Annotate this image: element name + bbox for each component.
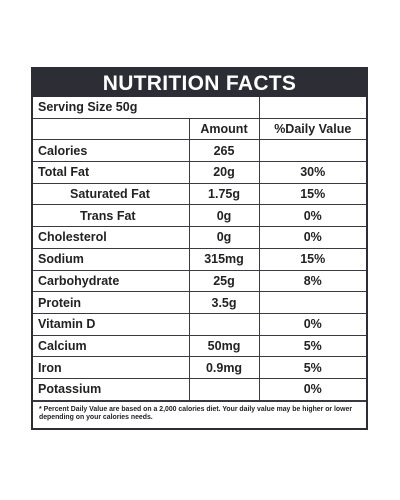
daily-value: 15% xyxy=(258,182,366,206)
nutrient-row: Sodium 315mg 15% xyxy=(33,247,366,271)
nutrient-name: Trans Fat xyxy=(33,204,190,228)
nutrient-row: Calcium 50mg 5% xyxy=(33,334,366,358)
amount: 265 xyxy=(188,139,260,163)
daily-value: 0% xyxy=(258,312,366,336)
amount: 315mg xyxy=(188,247,260,271)
daily-value: 0% xyxy=(258,226,366,249)
empty-cell xyxy=(258,139,366,163)
daily-value: 30% xyxy=(258,161,366,184)
footnote: * Percent Daily Value are based on a 2,0… xyxy=(33,400,366,428)
daily-value: 5% xyxy=(258,356,366,379)
nutrient-name: Iron xyxy=(33,356,190,379)
amount: 20g xyxy=(188,161,260,184)
amount: 0g xyxy=(188,226,260,249)
nutrient-row: Trans Fat 0g 0% xyxy=(33,204,366,228)
daily-value: 0% xyxy=(258,377,366,401)
empty-cell xyxy=(33,117,190,141)
nutrient-name: Carbohydrate xyxy=(33,269,190,293)
nutrient-row: Calories 265 xyxy=(33,139,366,163)
amount: 50mg xyxy=(188,334,260,358)
empty-cell xyxy=(258,291,366,314)
nutrient-row: Iron 0.9mg 5% xyxy=(33,356,366,379)
nutrient-row: Saturated Fat 1.75g 15% xyxy=(33,182,366,206)
nutrient-name: Calories xyxy=(33,139,190,163)
nutrient-name: Potassium xyxy=(33,377,190,401)
title: NUTRITION FACTS xyxy=(33,69,366,97)
nutrition-label: NUTRITION FACTS Serving Size 50g Amount … xyxy=(31,67,368,430)
nutrition-table: Serving Size 50g Amount %Daily Value Cal… xyxy=(33,97,366,401)
nutrient-row: Carbohydrate 25g 8% xyxy=(33,269,366,293)
empty-cell xyxy=(188,377,260,401)
column-header: %Daily Value xyxy=(258,117,366,141)
empty-cell xyxy=(258,97,366,119)
daily-value: 0% xyxy=(258,204,366,228)
nutrient-name: Vitamin D xyxy=(33,312,190,336)
amount: 0g xyxy=(188,204,260,228)
empty-cell xyxy=(188,312,260,336)
nutrient-name: Protein xyxy=(33,291,190,314)
serving-row: Serving Size 50g xyxy=(33,97,366,119)
nutrient-name: Cholesterol xyxy=(33,226,190,249)
daily-value: 15% xyxy=(258,247,366,271)
column-header-row: Amount %Daily Value xyxy=(33,117,366,141)
daily-value: 5% xyxy=(258,334,366,358)
column-header: Amount xyxy=(188,117,260,141)
nutrient-name: Saturated Fat xyxy=(33,182,190,206)
amount: 0.9mg xyxy=(188,356,260,379)
nutrient-name: Calcium xyxy=(33,334,190,358)
amount: 25g xyxy=(188,269,260,293)
nutrient-row: Vitamin D 0% xyxy=(33,312,366,336)
daily-value: 8% xyxy=(258,269,366,293)
nutrient-name: Sodium xyxy=(33,247,190,271)
amount: 3.5g xyxy=(188,291,260,314)
nutrient-row: Cholesterol 0g 0% xyxy=(33,226,366,249)
amount: 1.75g xyxy=(188,182,260,206)
nutrient-row: Potassium 0% xyxy=(33,377,366,401)
nutrient-row: Protein 3.5g xyxy=(33,291,366,314)
nutrient-name: Total Fat xyxy=(33,161,190,184)
nutrient-row: Total Fat 20g 30% xyxy=(33,161,366,184)
serving-size: Serving Size 50g xyxy=(33,97,260,119)
